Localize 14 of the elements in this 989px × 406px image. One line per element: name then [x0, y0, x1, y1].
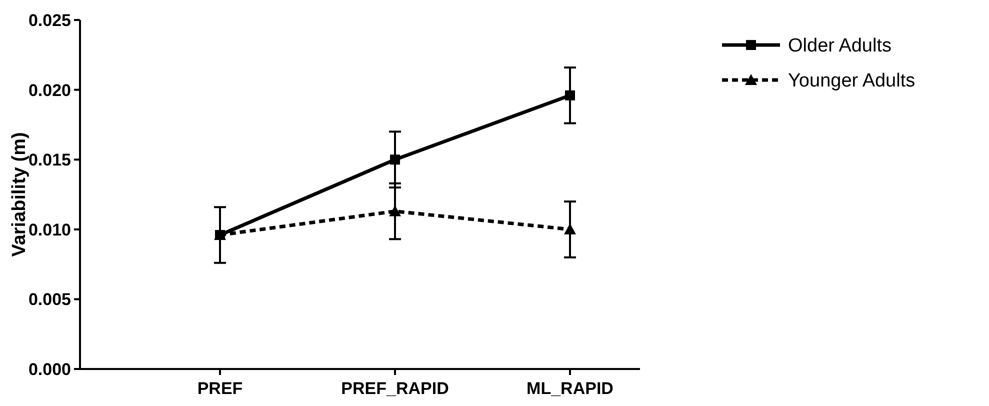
point [565, 90, 575, 100]
x-tick-label: PREF [197, 379, 243, 398]
y-tick-label: 0.010 [28, 220, 71, 240]
point [390, 154, 400, 165]
x-tick-label: ML_RAPID [526, 379, 614, 398]
x-tick-label: PREF_RAPID [341, 379, 449, 398]
legend-label: Older Adults [788, 36, 892, 57]
y-tick-label: 0.020 [28, 80, 71, 100]
y-axis-title: Variability (m) [9, 132, 30, 257]
y-tick-label: 0.000 [28, 360, 71, 379]
y-tick-label: 0.005 [28, 290, 71, 310]
y-tick-label: 0.015 [28, 150, 71, 170]
y-tick-label: 0.025 [28, 10, 71, 30]
legend-label: Younger Adults [788, 70, 916, 92]
